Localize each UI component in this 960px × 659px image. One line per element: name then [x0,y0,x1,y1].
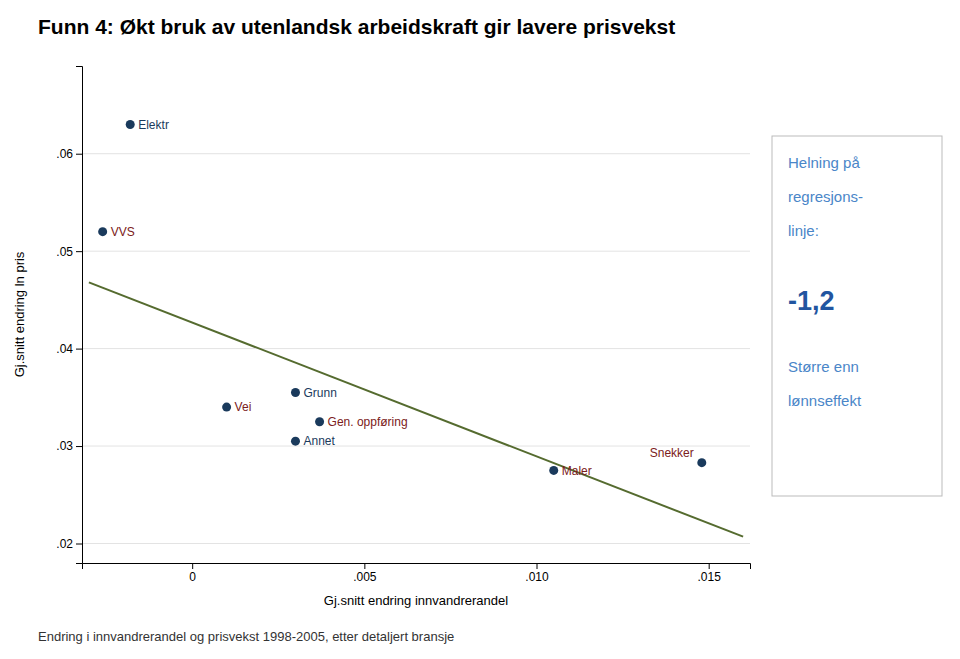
tick-label: .06 [56,147,73,161]
regression-line [89,282,743,536]
point [549,466,558,475]
tick: .010 [525,563,549,584]
y-axis-label: Gj.snitt endring ln pris [12,251,27,377]
tick-mark [192,563,193,569]
point-label: VVS [111,225,135,239]
tick: .06 [56,147,82,161]
grid-line [82,348,750,349]
tick: .005 [353,563,377,584]
tick-mark [76,544,82,545]
tick-label: .005 [353,570,377,584]
y-axis: .02 .03 .04 .05 .06 [56,67,82,564]
chart-container: 0 .005 .010 .015 .02 .03 .04 .05 .06 Elektr VVS Vei… [0,0,960,659]
point-label: Vei [235,400,252,414]
x-axis: 0 .005 .010 .015 [83,563,751,584]
point-label: Gen. oppføring [328,415,408,429]
tick: .05 [56,244,82,258]
tick: .03 [56,439,82,453]
data-layer [89,120,743,537]
axis-line [83,564,751,570]
box-text: linje: [788,222,819,239]
point [291,437,300,446]
box-text: Helning på [788,154,860,171]
tick-mark [364,563,365,569]
box-text: regresjons- [788,188,863,205]
title: Funn 4: Økt bruk av utenlandsk arbeidskr… [38,15,675,38]
grid [82,154,750,544]
point [98,227,107,236]
grid-line [82,251,750,252]
point [291,388,300,397]
point [315,417,324,426]
box-note: lønnseffekt [788,392,862,409]
box-value: -1,2 [788,286,835,316]
tick-label: .015 [698,570,722,584]
point-label: Snekker [650,446,694,460]
x-axis-label: Gj.snitt endring innvandrerandel [324,593,508,608]
tick-label: .010 [525,570,549,584]
tick: .02 [56,537,82,551]
point-label: Maler [562,464,592,478]
tick-mark [76,251,82,252]
tick: .04 [56,342,82,356]
tick-label: .05 [56,244,73,258]
point [697,458,706,467]
point-label: Grunn [303,386,336,400]
tick-mark [537,563,538,569]
plot-area: 0 .005 .010 .015 .02 .03 .04 .05 .06 Elektr VVS Vei… [56,67,750,584]
tick-label: .03 [56,439,73,453]
box-note: Større enn [788,358,859,375]
grid-line [82,543,750,544]
point-labels: Elektr VVS Vei Grunn Gen. oppføring Annet Male… [111,118,694,478]
tick-mark [76,446,82,447]
chart-svg: 0 .005 .010 .015 .02 .03 .04 .05 .06 Elektr VVS Vei… [0,0,960,659]
tick-mark [76,349,82,350]
point [222,403,231,412]
axis-line [76,67,83,564]
tick: 0 [189,563,196,584]
side-box: Helning på regresjons-linje: -1,2 Større en… [772,136,942,496]
point-label: Annet [303,434,335,448]
tick-mark [709,563,710,569]
point-label: Elektr [138,118,169,132]
tick-mark [76,154,82,155]
point [126,120,135,129]
tick-label: .02 [56,537,73,551]
grid-line [82,153,750,154]
tick: .015 [698,563,722,584]
tick-label: 0 [189,570,196,584]
side-box-frame [772,136,942,496]
subtitle: Endring i innvandrerandel og prisvekst 1… [38,629,454,644]
tick-label: .04 [56,342,73,356]
